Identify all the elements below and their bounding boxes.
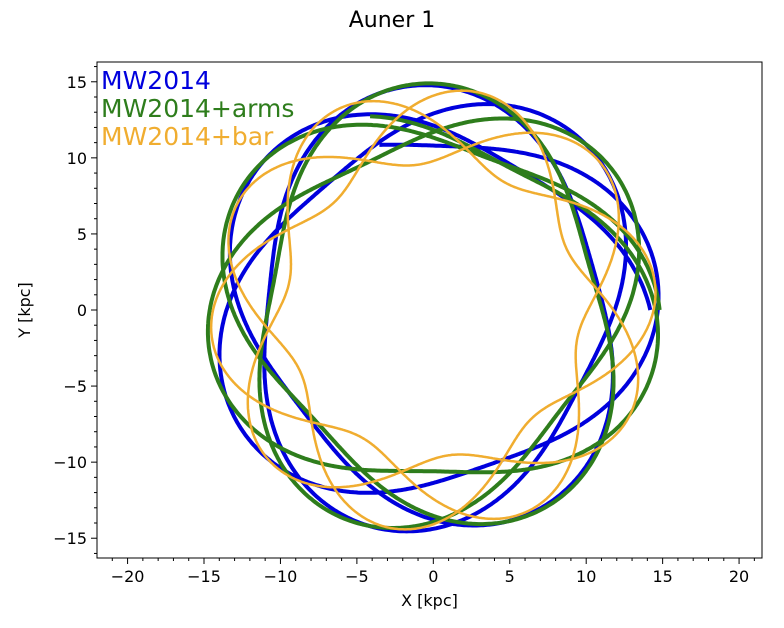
- y-tick-label: 10: [67, 149, 87, 168]
- x-axis-label: X [kpc]: [401, 591, 458, 610]
- x-tick-label: 5: [505, 567, 515, 586]
- legend-entry: MW2014+bar: [101, 122, 274, 151]
- x-tick-label: 15: [652, 567, 672, 586]
- y-axis-label: Y [kpc]: [15, 282, 34, 339]
- x-tick-label: 20: [729, 567, 749, 586]
- y-tick-label: −10: [53, 453, 87, 472]
- y-tick-label: 5: [77, 225, 87, 244]
- x-tick-label: 10: [576, 567, 596, 586]
- x-tick-label: −10: [264, 567, 298, 586]
- orbit-line-mw2014: [217, 83, 661, 534]
- y-tick-label: 0: [77, 301, 87, 320]
- orbit-line-mw2014-bar: [209, 89, 657, 531]
- axis-ticks: −20 −15 −10 −5 0 5 10 15 20 −15 −10 −5 0 5 10 15: [53, 66, 755, 586]
- legend-entry: MW2014: [101, 66, 211, 95]
- x-tick-label: 0: [428, 567, 438, 586]
- legend-entry: MW2014+arms: [101, 94, 294, 123]
- y-tick-label: −5: [63, 377, 87, 396]
- x-tick-label: −5: [345, 567, 369, 586]
- orbit-line-mw2014-arms: [205, 81, 662, 530]
- y-tick-label: 15: [67, 73, 87, 92]
- orbit-series-group: [205, 81, 662, 534]
- y-tick-label: −15: [53, 529, 87, 548]
- x-tick-label: −20: [111, 567, 145, 586]
- chart-title: Auner 1: [348, 8, 436, 33]
- x-tick-label: −15: [187, 567, 221, 586]
